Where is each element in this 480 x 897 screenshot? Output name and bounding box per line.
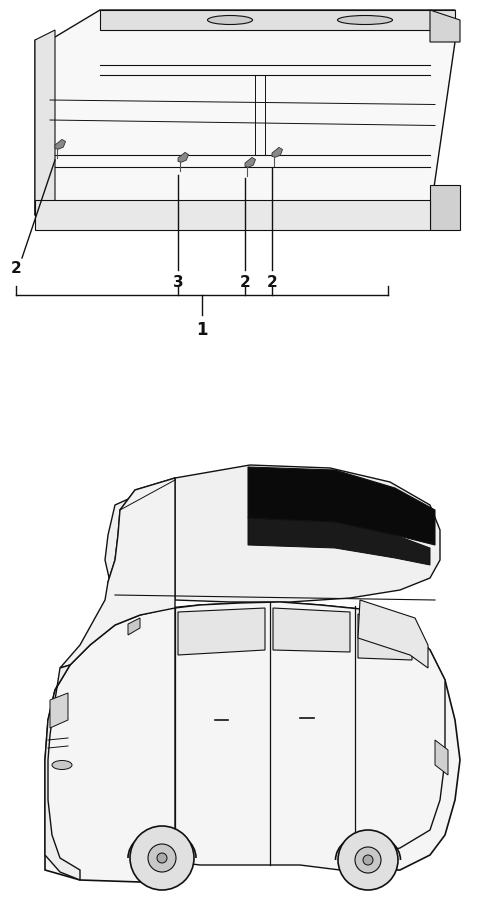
Circle shape: [363, 855, 373, 865]
Polygon shape: [108, 478, 175, 600]
Text: 2: 2: [240, 274, 251, 290]
Circle shape: [130, 826, 194, 890]
Polygon shape: [100, 10, 455, 30]
Polygon shape: [105, 465, 440, 602]
Circle shape: [355, 847, 381, 873]
Circle shape: [157, 853, 167, 863]
Text: 1: 1: [196, 321, 208, 339]
Polygon shape: [35, 200, 430, 230]
Polygon shape: [35, 10, 455, 230]
Polygon shape: [128, 618, 140, 635]
Polygon shape: [45, 602, 460, 882]
Polygon shape: [430, 10, 460, 42]
Polygon shape: [273, 608, 350, 652]
Polygon shape: [175, 602, 445, 870]
Polygon shape: [248, 518, 430, 565]
Polygon shape: [178, 608, 265, 655]
Ellipse shape: [207, 15, 252, 24]
Text: 2: 2: [266, 274, 277, 290]
Polygon shape: [178, 152, 189, 162]
Polygon shape: [430, 185, 460, 230]
Polygon shape: [435, 740, 448, 775]
Polygon shape: [248, 467, 435, 545]
Polygon shape: [245, 157, 255, 167]
Polygon shape: [358, 600, 428, 668]
Polygon shape: [272, 147, 283, 157]
Polygon shape: [35, 30, 55, 215]
Text: 3: 3: [173, 274, 183, 290]
Polygon shape: [45, 665, 80, 880]
Circle shape: [338, 830, 398, 890]
Circle shape: [148, 844, 176, 872]
Text: 2: 2: [11, 260, 22, 275]
Polygon shape: [50, 693, 68, 728]
Polygon shape: [358, 614, 412, 660]
Polygon shape: [55, 139, 65, 149]
Polygon shape: [60, 478, 175, 668]
Ellipse shape: [337, 15, 393, 24]
Ellipse shape: [52, 761, 72, 770]
